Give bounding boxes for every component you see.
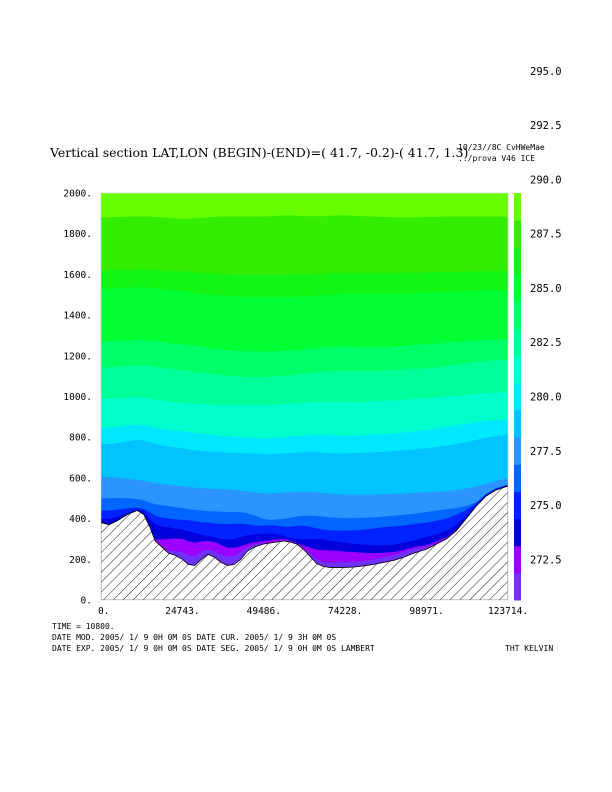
x-tick-label: 24743.	[165, 606, 199, 617]
colorbar-segment	[514, 410, 521, 438]
plot-area	[101, 193, 508, 600]
colorbar-segment	[514, 491, 521, 520]
colorbar-segment	[514, 301, 521, 330]
y-tick-label: 1000.	[63, 392, 92, 403]
x-tick-label: 123714.	[488, 606, 528, 617]
x-tick-label: 98971.	[409, 606, 443, 617]
x-tick-label: 49486.	[247, 606, 281, 617]
terrain	[101, 485, 508, 600]
colorbar-label: 280.0	[530, 392, 562, 404]
chart-title: Vertical section LAT,LON (BEGIN)-(END)=(…	[49, 145, 468, 160]
run-info-line1: 10/23//8C CvHWeMae	[458, 143, 545, 152]
colorbar-label: 272.5	[530, 554, 562, 566]
dates-line1: DATE MOD. 2005/ 1/ 9 0H 0M 0S DATE CUR. …	[52, 633, 336, 642]
y-tick-label: 2000.	[63, 189, 92, 200]
colorbar-segment	[514, 193, 521, 221]
x-tick-label: 0.	[98, 606, 109, 617]
time-label: TIME = 10800.	[52, 622, 115, 631]
y-axis: 0. 200. 400. 600. 800. 1000. 1200. 1400. 1600. 18…	[63, 189, 92, 607]
colorbar-segment	[514, 220, 521, 248]
colorbar-label: 275.0	[530, 500, 562, 512]
run-info-line2: ../prova V46 ICE	[458, 154, 535, 163]
colorbar-segment	[514, 437, 521, 465]
colorbar-segment	[514, 328, 521, 357]
y-tick-label: 400.	[69, 514, 92, 525]
field-label: THT KELVIN	[505, 644, 553, 653]
colorbar-segment	[514, 382, 521, 411]
x-axis: 0. 24743. 49486. 74228. 98971. 123714.	[98, 606, 528, 617]
colorbar-label: 282.5	[530, 337, 562, 349]
y-tick-label: 800.	[69, 433, 92, 444]
y-tick-label: 600.	[69, 473, 92, 484]
y-tick-label: 1600.	[63, 270, 92, 281]
colorbar-label: 285.0	[530, 283, 562, 295]
colorbar-segment	[514, 274, 521, 303]
colorbar-label: 292.5	[530, 120, 562, 132]
y-tick-label: 1800.	[63, 229, 92, 240]
colorbar: 272.5 275.0 277.5 280.0 282.5 285.0 287.5 290.0…	[514, 66, 562, 601]
colorbar-segment	[514, 464, 521, 492]
y-tick-label: 1400.	[63, 311, 92, 322]
colorbar-label: 295.0	[530, 66, 562, 78]
y-tick-label: 1200.	[63, 351, 92, 362]
y-tick-label: 200.	[69, 555, 92, 566]
colorbar-segment	[514, 545, 521, 574]
colorbar-segment	[514, 247, 521, 275]
y-tick-label: 0.	[81, 596, 92, 607]
colorbar-label: 277.5	[530, 446, 562, 458]
plot-frame	[100, 192, 509, 601]
dates-line2: DATE EXP. 2005/ 1/ 9 0H 0M 0S DATE SEG. …	[52, 644, 375, 653]
x-tick-label: 74228.	[328, 606, 362, 617]
colorbar-segment	[514, 355, 521, 384]
colorbar-segment	[514, 518, 521, 547]
colorbar-segment	[514, 572, 521, 601]
colorbar-label: 290.0	[530, 174, 562, 186]
colorbar-label: 287.5	[530, 229, 562, 241]
